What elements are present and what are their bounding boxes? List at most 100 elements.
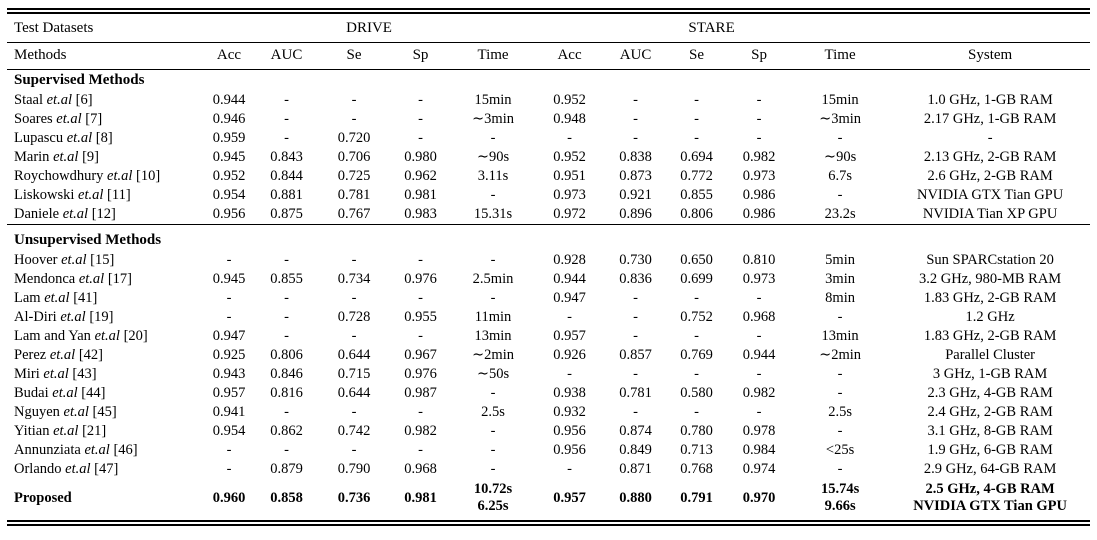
metric-cell: - xyxy=(633,111,638,127)
table-row: Budai et.al [44] 0.957 0.816 0.644 0.987 - 0.9… xyxy=(7,384,1090,403)
proposed-stare-sp: 0.970 xyxy=(742,489,776,506)
metric-cell: 0.938 xyxy=(553,385,586,401)
metric-cell: 0.944 xyxy=(212,92,246,108)
table-row: Yitian et.al [21] 0.954 0.862 0.742 0.982 - 0.… xyxy=(7,422,1090,441)
proposed-method-label: Proposed xyxy=(14,489,72,506)
system-header-spacer xyxy=(890,11,1091,43)
method-name: Marin et.al [9] xyxy=(14,149,99,165)
method-name: Al-Diri et.al [19] xyxy=(14,309,114,325)
metric-cell: - xyxy=(226,252,232,268)
metric-cell: - xyxy=(351,404,357,420)
metric-cell: 0.921 xyxy=(619,187,652,203)
metric-cell: 0.978 xyxy=(742,423,776,439)
proposed-stare-acc: 0.957 xyxy=(553,489,586,506)
metric-cell: 0.873 xyxy=(619,168,652,184)
metric-cell: 0.968 xyxy=(742,309,776,325)
metric-cell: 0.957 xyxy=(553,328,586,344)
table-row: Marin et.al [9] 0.945 0.843 0.706 0.980 ∼90s 0… xyxy=(7,148,1090,167)
metric-cell: 0.955 xyxy=(404,309,437,325)
proposed-drive-sp: 0.981 xyxy=(404,489,437,506)
metric-cell: 0.780 xyxy=(680,423,713,439)
methods-column-header: Methods xyxy=(7,42,205,70)
metric-cell: - xyxy=(226,290,232,306)
metric-cell: - xyxy=(226,461,232,477)
table-row: Soares et.al [7] 0.946 - - - ∼3min 0.948 - - - ∼3m… xyxy=(7,110,1090,129)
metric-cell: 0.580 xyxy=(680,385,713,401)
metric-cell: 15.31s xyxy=(473,206,513,222)
system-cell: NVIDIA GTX Tian GPU xyxy=(916,187,1064,203)
metric-cell: 0.982 xyxy=(404,423,437,439)
method-name: Orlando et.al [47] xyxy=(14,461,119,477)
drive-acc-header: Acc xyxy=(205,42,253,70)
metric-cell: 0.982 xyxy=(742,385,776,401)
table-row: Annunziata et.al [46] - - - - - 0.956 0.849 0.71… xyxy=(7,441,1090,460)
method-name: Yitian et.al [21] xyxy=(14,423,107,439)
metric-cell: 0.781 xyxy=(337,187,371,203)
metric-cell: 0.767 xyxy=(337,206,371,222)
metric-cell: 0.976 xyxy=(404,366,437,382)
proposed-drive-time-gpu: 6.25s xyxy=(477,498,509,514)
metric-cell: 0.932 xyxy=(553,404,586,420)
method-name: Liskowski et.al [11] xyxy=(14,187,131,203)
metric-cell: ∼50s xyxy=(476,366,510,382)
metric-cell: 0.952 xyxy=(553,149,586,165)
system-cell: 2.6 GHz, 2-GB RAM xyxy=(927,168,1053,184)
section-header-row: Unsupervised Methods xyxy=(7,224,1091,251)
proposed-stare-se: 0.791 xyxy=(680,489,713,506)
method-name: Mendonca et.al [17] xyxy=(14,271,132,287)
metric-cell: 0.945 xyxy=(212,271,246,287)
metric-cell: - xyxy=(756,111,762,127)
metric-cell: - xyxy=(418,290,423,306)
system-cell: 2.17 GHz, 1-GB RAM xyxy=(923,111,1057,127)
metric-cell: 0.644 xyxy=(337,347,371,363)
metric-cell: 0.946 xyxy=(212,111,246,127)
metric-cell: - xyxy=(284,111,289,127)
metric-cell: 0.699 xyxy=(680,271,713,287)
metric-cell: - xyxy=(837,461,843,477)
metric-cell: 0.781 xyxy=(619,385,652,401)
metric-cell: 0.896 xyxy=(619,206,652,222)
section-title: Supervised Methods xyxy=(14,72,145,88)
metric-cell: - xyxy=(694,92,699,108)
metric-cell: 13min xyxy=(821,328,859,344)
metric-cell: 0.954 xyxy=(212,187,246,203)
metric-cell: - xyxy=(837,130,843,146)
table-head: Test Datasets DRIVE STARE Methods Acc AU… xyxy=(7,11,1091,70)
metric-cell: - xyxy=(837,385,843,401)
table-row: Miri et.al [43] 0.943 0.846 0.715 0.976 ∼50s -… xyxy=(7,365,1090,384)
metric-cell: 0.862 xyxy=(270,423,303,439)
drive-group-label: DRIVE xyxy=(205,11,534,43)
metric-cell: 0.725 xyxy=(337,168,371,184)
metric-cell: - xyxy=(837,423,843,439)
metric-cell: - xyxy=(756,328,762,344)
method-name: Lam and Yan et.al [20] xyxy=(14,328,148,344)
metric-cell: 0.956 xyxy=(553,423,586,439)
metric-cell: 0.772 xyxy=(680,168,713,184)
table-row: Perez et.al [42] 0.925 0.806 0.644 0.967 ∼2mi… xyxy=(7,346,1090,365)
metric-cell: 0.875 xyxy=(270,206,303,222)
metric-cell: - xyxy=(567,309,572,325)
metric-cell: 0.952 xyxy=(553,92,586,108)
metric-cell: 0.983 xyxy=(404,206,437,222)
metric-cell: 0.941 xyxy=(212,404,246,420)
metric-cell: 0.959 xyxy=(212,130,246,146)
metric-cell: 3min xyxy=(825,271,855,287)
metric-cell: 0.650 xyxy=(680,252,713,268)
metric-cell: 0.730 xyxy=(619,252,652,268)
metric-cell: 0.976 xyxy=(404,271,437,287)
metric-cell: - xyxy=(284,290,289,306)
method-name: Soares et.al [7] xyxy=(14,111,103,127)
proposed-stare-auc: 0.880 xyxy=(619,489,652,506)
system-cell: Sun SPARCstation 20 xyxy=(926,252,1054,268)
results-table: Test Datasets DRIVE STARE Methods Acc AU… xyxy=(7,8,1091,526)
metric-cell: - xyxy=(490,130,496,146)
metric-cell: - xyxy=(756,92,762,108)
metric-cell: 0.947 xyxy=(553,290,586,306)
system-cell: 2.13 GHz, 2-GB RAM xyxy=(923,149,1057,165)
metric-cell: - xyxy=(351,290,357,306)
metric-cell: 15min xyxy=(821,92,859,108)
metric-cell: 0.806 xyxy=(680,206,713,222)
metric-cell: 0.974 xyxy=(742,461,776,477)
metric-cell: 11min xyxy=(474,309,512,325)
